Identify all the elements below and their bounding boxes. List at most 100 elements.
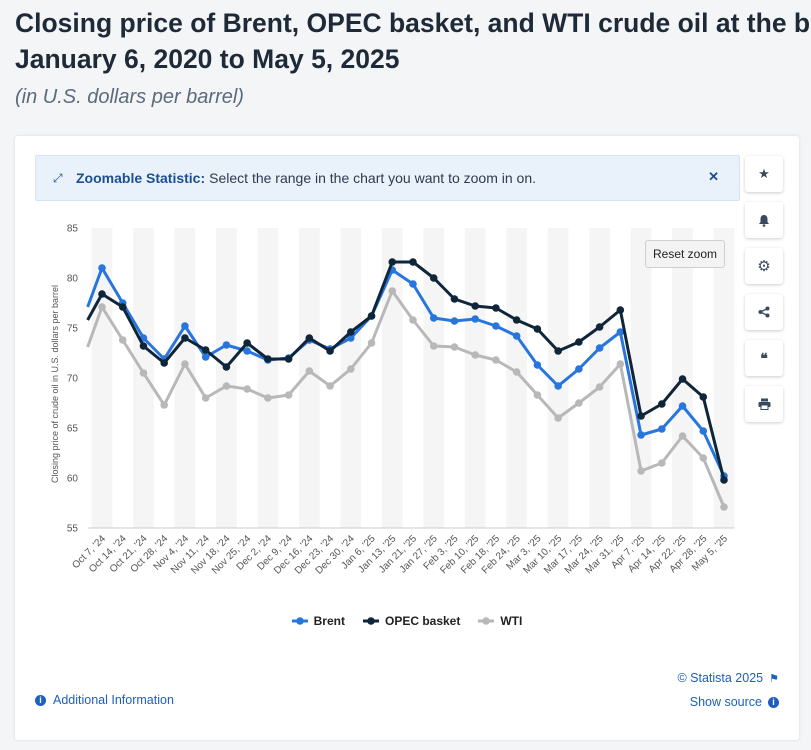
data-point-opec-basket	[347, 328, 355, 336]
data-point-opec-basket	[264, 355, 272, 363]
print-icon	[758, 398, 770, 410]
data-point-opec-basket	[222, 363, 231, 371]
data-point-opec-basket	[471, 302, 480, 310]
data-point-opec-basket	[492, 304, 500, 312]
data-point-wti	[471, 351, 480, 359]
plot-band	[547, 228, 569, 528]
data-point-opec-basket	[98, 290, 106, 298]
show-source-link[interactable]: Show source i	[690, 695, 779, 709]
zoom-info-bar: ⤢ Zoomable Statistic: Select the range i…	[35, 155, 740, 201]
plot-band	[630, 228, 652, 528]
data-point-opec-basket	[201, 346, 210, 354]
data-point-opec-basket	[512, 316, 521, 324]
plot-band	[133, 228, 154, 528]
data-point-brent	[678, 402, 687, 410]
data-point-wti	[678, 432, 687, 440]
legend-symbol	[291, 617, 308, 625]
legend-item-brent[interactable]: Brent	[291, 614, 345, 628]
series-line-brent	[86, 266, 726, 477]
line-chart[interactable]: 55 60 65 70 75 80 85 Closing price of crude oil…	[15, 136, 799, 606]
print-button[interactable]	[745, 386, 783, 422]
plot-band	[340, 228, 362, 528]
data-point-opec-basket	[409, 258, 417, 266]
plot-band	[589, 228, 610, 528]
data-point-opec-basket	[554, 347, 562, 355]
data-point-wti	[118, 336, 127, 344]
data-point-opec-basket	[658, 400, 666, 408]
legend-label: OPEC basket	[384, 614, 461, 628]
quote-icon: ❝	[760, 349, 768, 366]
data-point-wti	[264, 394, 272, 402]
plot-band	[464, 228, 486, 528]
settings-button[interactable]: ⚙	[745, 248, 783, 284]
y-axis-label: Closing price of crude oil in U.S. dolla…	[50, 285, 60, 483]
data-point-wti	[699, 454, 708, 462]
data-point-opec-basket	[305, 334, 314, 342]
data-point-brent	[658, 425, 666, 433]
data-point-opec-basket	[616, 306, 625, 314]
data-point-brent	[471, 315, 480, 323]
favorite-button[interactable]: ★	[745, 156, 783, 192]
y-tick-label: 55	[67, 524, 79, 535]
data-point-brent	[98, 264, 106, 272]
data-point-brent	[512, 332, 521, 340]
data-point-opec-basket	[139, 342, 148, 350]
data-point-wti	[222, 382, 231, 390]
data-point-wti	[637, 467, 645, 475]
cite-button[interactable]: ❝	[745, 340, 783, 376]
notification-button[interactable]	[745, 202, 783, 238]
data-point-opec-basket	[533, 325, 542, 333]
additional-information-link[interactable]: i Additional Information	[35, 693, 174, 707]
data-point-wti	[616, 360, 625, 368]
plot-band	[298, 228, 320, 528]
data-point-brent	[699, 427, 708, 435]
data-point-opec-basket	[575, 338, 583, 346]
share-button[interactable]	[745, 294, 783, 330]
data-point-wti	[98, 303, 106, 311]
chart-subtitle: (in U.S. dollars per barrel)	[15, 86, 244, 108]
flag-icon: ⚑	[769, 672, 779, 685]
data-point-wti	[284, 391, 293, 399]
data-point-brent	[554, 382, 562, 390]
data-point-wti	[160, 401, 168, 409]
data-point-brent	[450, 317, 459, 325]
data-point-brent	[347, 334, 355, 342]
y-tick-label: 70	[67, 374, 79, 385]
data-point-opec-basket	[720, 476, 728, 484]
data-point-wti	[326, 382, 334, 390]
data-point-wti	[575, 399, 583, 407]
data-point-wti	[595, 383, 604, 391]
data-point-brent	[181, 322, 189, 330]
chart-card: ⤢ Zoomable Statistic: Select the range i…	[15, 136, 799, 740]
reset-zoom-button[interactable]: Reset zoom	[645, 240, 725, 268]
data-point-opec-basket	[429, 274, 438, 282]
data-point-wti	[139, 369, 148, 377]
data-point-brent	[222, 341, 231, 349]
plot-band	[174, 228, 196, 528]
series-line-wti	[86, 289, 726, 508]
legend-item-wti[interactable]: WTI	[478, 614, 522, 628]
legend-item-opec-basket[interactable]: OPEC basket	[362, 614, 461, 628]
data-point-wti	[347, 365, 355, 373]
copyright-link[interactable]: © Statista 2025 ⚑	[677, 671, 779, 685]
legend-symbol	[478, 617, 495, 625]
data-point-wti	[512, 368, 521, 376]
y-tick-label: 80	[67, 274, 79, 285]
data-point-wti	[554, 414, 562, 422]
data-point-brent	[637, 431, 645, 439]
series-line-opec-basket	[86, 260, 726, 481]
data-point-opec-basket	[637, 412, 645, 420]
data-point-brent	[201, 353, 210, 361]
star-icon: ★	[758, 166, 770, 181]
data-point-wti	[533, 391, 542, 399]
chart-legend: Brent OPEC basket WTI	[15, 614, 799, 628]
close-icon[interactable]: ✕	[708, 169, 719, 184]
copyright-label: © Statista 2025	[677, 671, 764, 685]
data-point-wti	[409, 316, 417, 324]
data-point-wti	[658, 459, 666, 467]
data-point-brent	[575, 365, 583, 373]
data-point-wti	[720, 503, 728, 511]
expand-icon: ⤢	[53, 170, 63, 185]
data-point-wti	[388, 287, 397, 295]
info-icon: i	[35, 694, 46, 706]
